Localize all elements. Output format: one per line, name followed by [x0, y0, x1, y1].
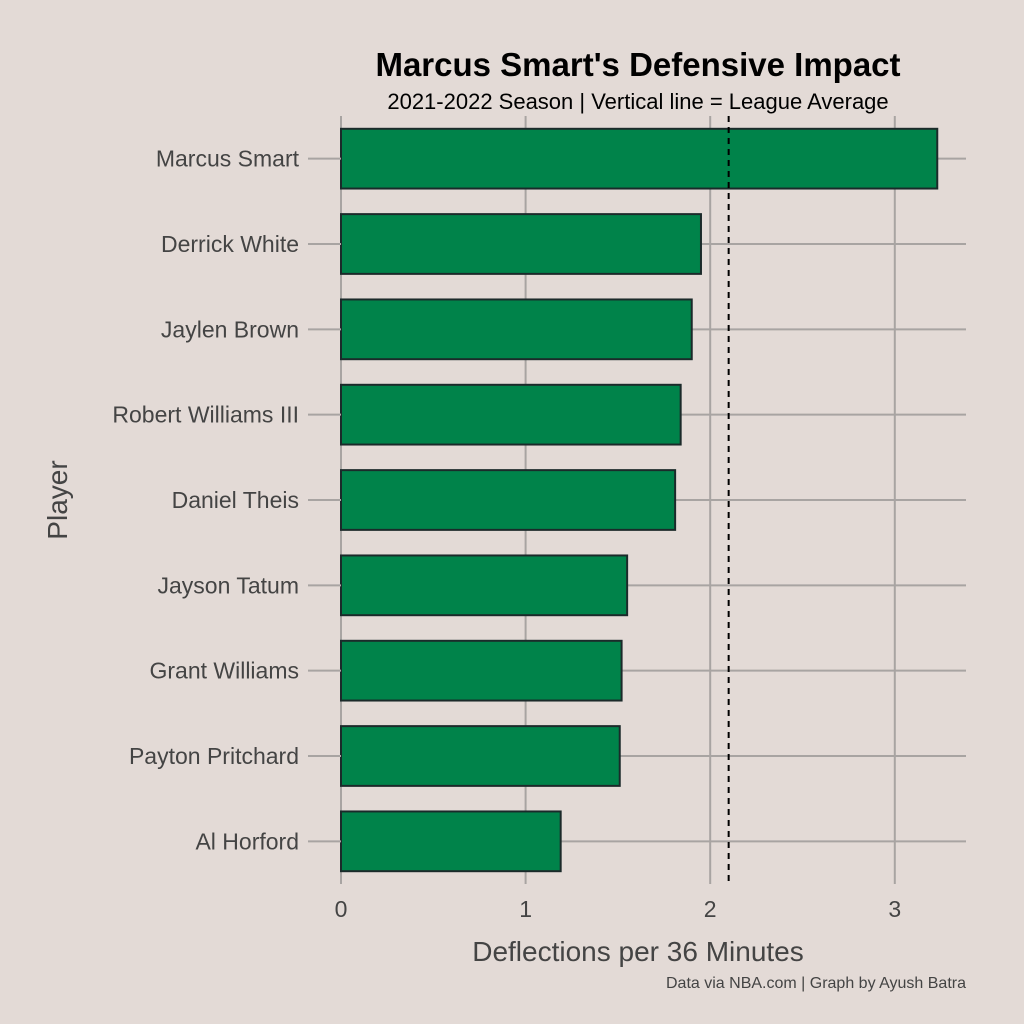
chart-title: Marcus Smart's Defensive Impact [375, 46, 900, 83]
y-tick-label: Robert Williams III [112, 402, 299, 428]
y-tick-label: Daniel Theis [172, 487, 299, 513]
bar-daniel-theis [340, 469, 677, 531]
bar-derrick-white [340, 213, 702, 275]
x-tick-label: 0 [335, 896, 348, 922]
bar-payton-pritchard [340, 725, 621, 787]
bar-marcus-smart [340, 127, 939, 190]
y-tick-label: Derrick White [161, 231, 299, 257]
chart-caption: Data via NBA.com | Graph by Ayush Batra [666, 975, 966, 992]
y-tick-label: Marcus Smart [156, 146, 300, 172]
chart-subtitle: 2021-2022 Season | Vertical line = Leagu… [387, 89, 888, 114]
y-tick-label: Grant Williams [149, 658, 299, 684]
x-tick-label: 3 [888, 896, 901, 922]
y-tick-label: Jayson Tatum [158, 572, 299, 598]
y-tick-label: Payton Pritchard [129, 743, 299, 769]
bar-jaylen-brown [340, 298, 693, 361]
y-axis-title: Player [42, 460, 73, 539]
y-axis-ticks: Marcus Smart Derrick White Jaylen Brown Rob… [112, 146, 341, 854]
x-tick-label: 2 [704, 896, 717, 922]
bar-jayson-tatum [340, 554, 629, 617]
y-tick-label: Jaylen Brown [161, 316, 299, 342]
bar-grant-williams [340, 639, 623, 702]
bars [340, 127, 939, 873]
bar-al-horford [340, 810, 562, 873]
x-tick-label: 1 [519, 896, 532, 922]
x-axis-title: Deflections per 36 Minutes [472, 936, 804, 967]
y-tick-label: Al Horford [195, 828, 299, 854]
bar-robert-williams-iii [340, 383, 682, 446]
x-axis-ticks: 0 1 2 3 [335, 896, 902, 922]
